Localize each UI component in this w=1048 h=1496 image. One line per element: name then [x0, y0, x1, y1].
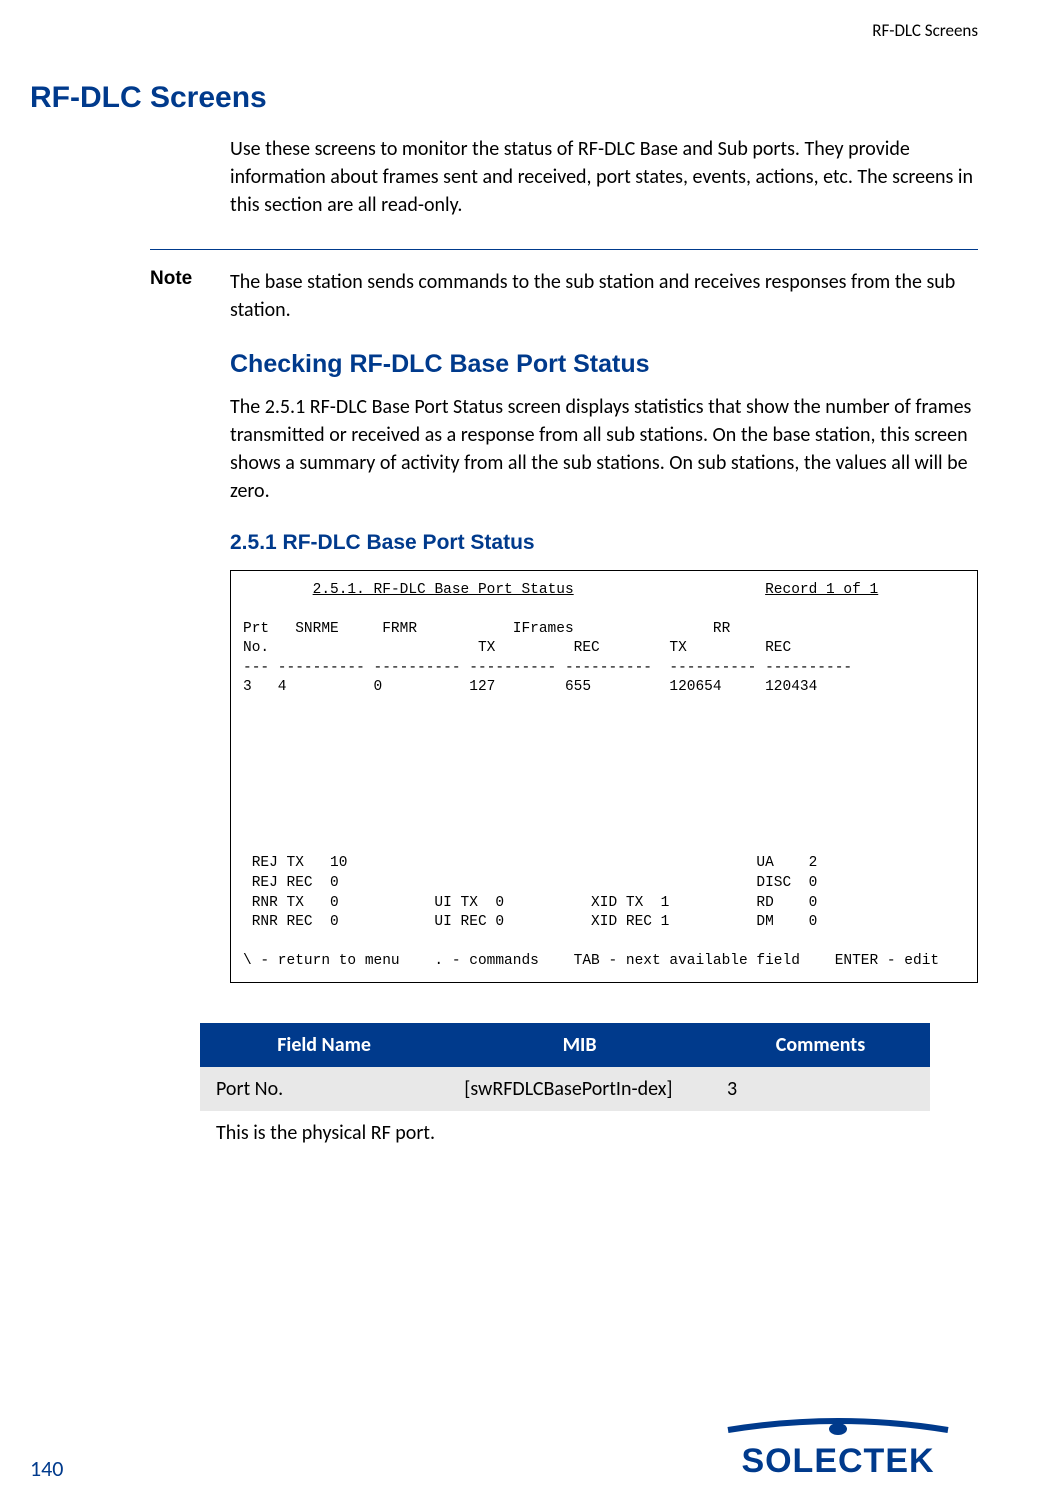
terminal-footer: \ - return to menu . - commands TAB - ne… [243, 953, 939, 969]
page: RF-DLC Screens RF-DLC Screens Use these … [0, 0, 1048, 1496]
terminal-screen: 2.5.1. RF-DLC Base Port Status Record 1 … [230, 570, 978, 983]
cell-desc: This is the physical RF port. [200, 1111, 930, 1155]
intro-block: Use these screens to monitor the status … [230, 135, 978, 219]
terminal-data-row: 3 4 0 127 655 120654 120434 [243, 679, 817, 695]
brand-logo: SOLECTEK [698, 1416, 978, 1486]
table-row: Port No. [swRFDLCBasePortIn-dex] 3 [200, 1067, 930, 1111]
note-text: The base station sends commands to the s… [230, 268, 978, 324]
note-label: Note [150, 268, 200, 324]
h2-paragraph: The 2.5.1 RF-DLC Base Port Status screen… [230, 393, 978, 505]
page-number: 140 [30, 1455, 63, 1482]
h1-title: RF-DLC Screens [30, 81, 978, 115]
brand-svg: SOLECTEK [698, 1416, 978, 1486]
h3-title: 2.5.1 RF-DLC Base Port Status [230, 531, 978, 555]
terminal-stat-row: REJ REC 0 DISC 0 [243, 875, 817, 891]
brand-text: SOLECTEK [741, 1442, 934, 1480]
terminal-title: 2.5.1. RF-DLC Base Port Status [313, 582, 574, 598]
cell-field: Port No. [200, 1067, 448, 1111]
th-field-name: Field Name [200, 1023, 448, 1067]
intro-paragraph: Use these screens to monitor the status … [230, 135, 978, 219]
brand-dot-icon [829, 1423, 847, 1435]
divider [150, 249, 978, 250]
terminal-title-row: 2.5.1. RF-DLC Base Port Status Record 1 … [243, 582, 878, 598]
cell-comments: 3 [711, 1067, 930, 1111]
section-block: Checking RF-DLC Base Port Status The 2.5… [230, 350, 978, 555]
terminal-stat-row: RNR TX 0 UI TX 0 XID TX 1 RD 0 [243, 895, 817, 911]
table-head: Field Name MIB Comments [200, 1023, 930, 1067]
cell-mib: [swRFDLCBasePortIn-dex] [448, 1067, 711, 1111]
terminal-record: Record 1 of 1 [765, 582, 878, 598]
table-row-desc: This is the physical RF port. [200, 1111, 930, 1155]
field-table: Field Name MIB Comments Port No. [swRFDL… [200, 1023, 930, 1155]
table-body: Port No. [swRFDLCBasePortIn-dex] 3 This … [200, 1067, 930, 1155]
th-comments: Comments [711, 1023, 930, 1067]
note-row: Note The base station sends commands to … [150, 268, 978, 324]
h2-title: Checking RF-DLC Base Port Status [230, 350, 978, 379]
terminal-hdr2: No. TX REC TX REC [243, 640, 791, 656]
terminal-stat-row: REJ TX 10 UA 2 [243, 855, 817, 871]
table-header-row: Field Name MIB Comments [200, 1023, 930, 1067]
terminal-sep: --- ---------- ---------- ---------- ---… [243, 660, 852, 676]
terminal-hdr1: Prt SNRME FRMR IFrames RR [243, 621, 730, 637]
terminal-stat-row: RNR REC 0 UI REC 0 XID REC 1 DM 0 [243, 914, 817, 930]
running-header: RF-DLC Screens [30, 20, 978, 41]
th-mib: MIB [448, 1023, 711, 1067]
